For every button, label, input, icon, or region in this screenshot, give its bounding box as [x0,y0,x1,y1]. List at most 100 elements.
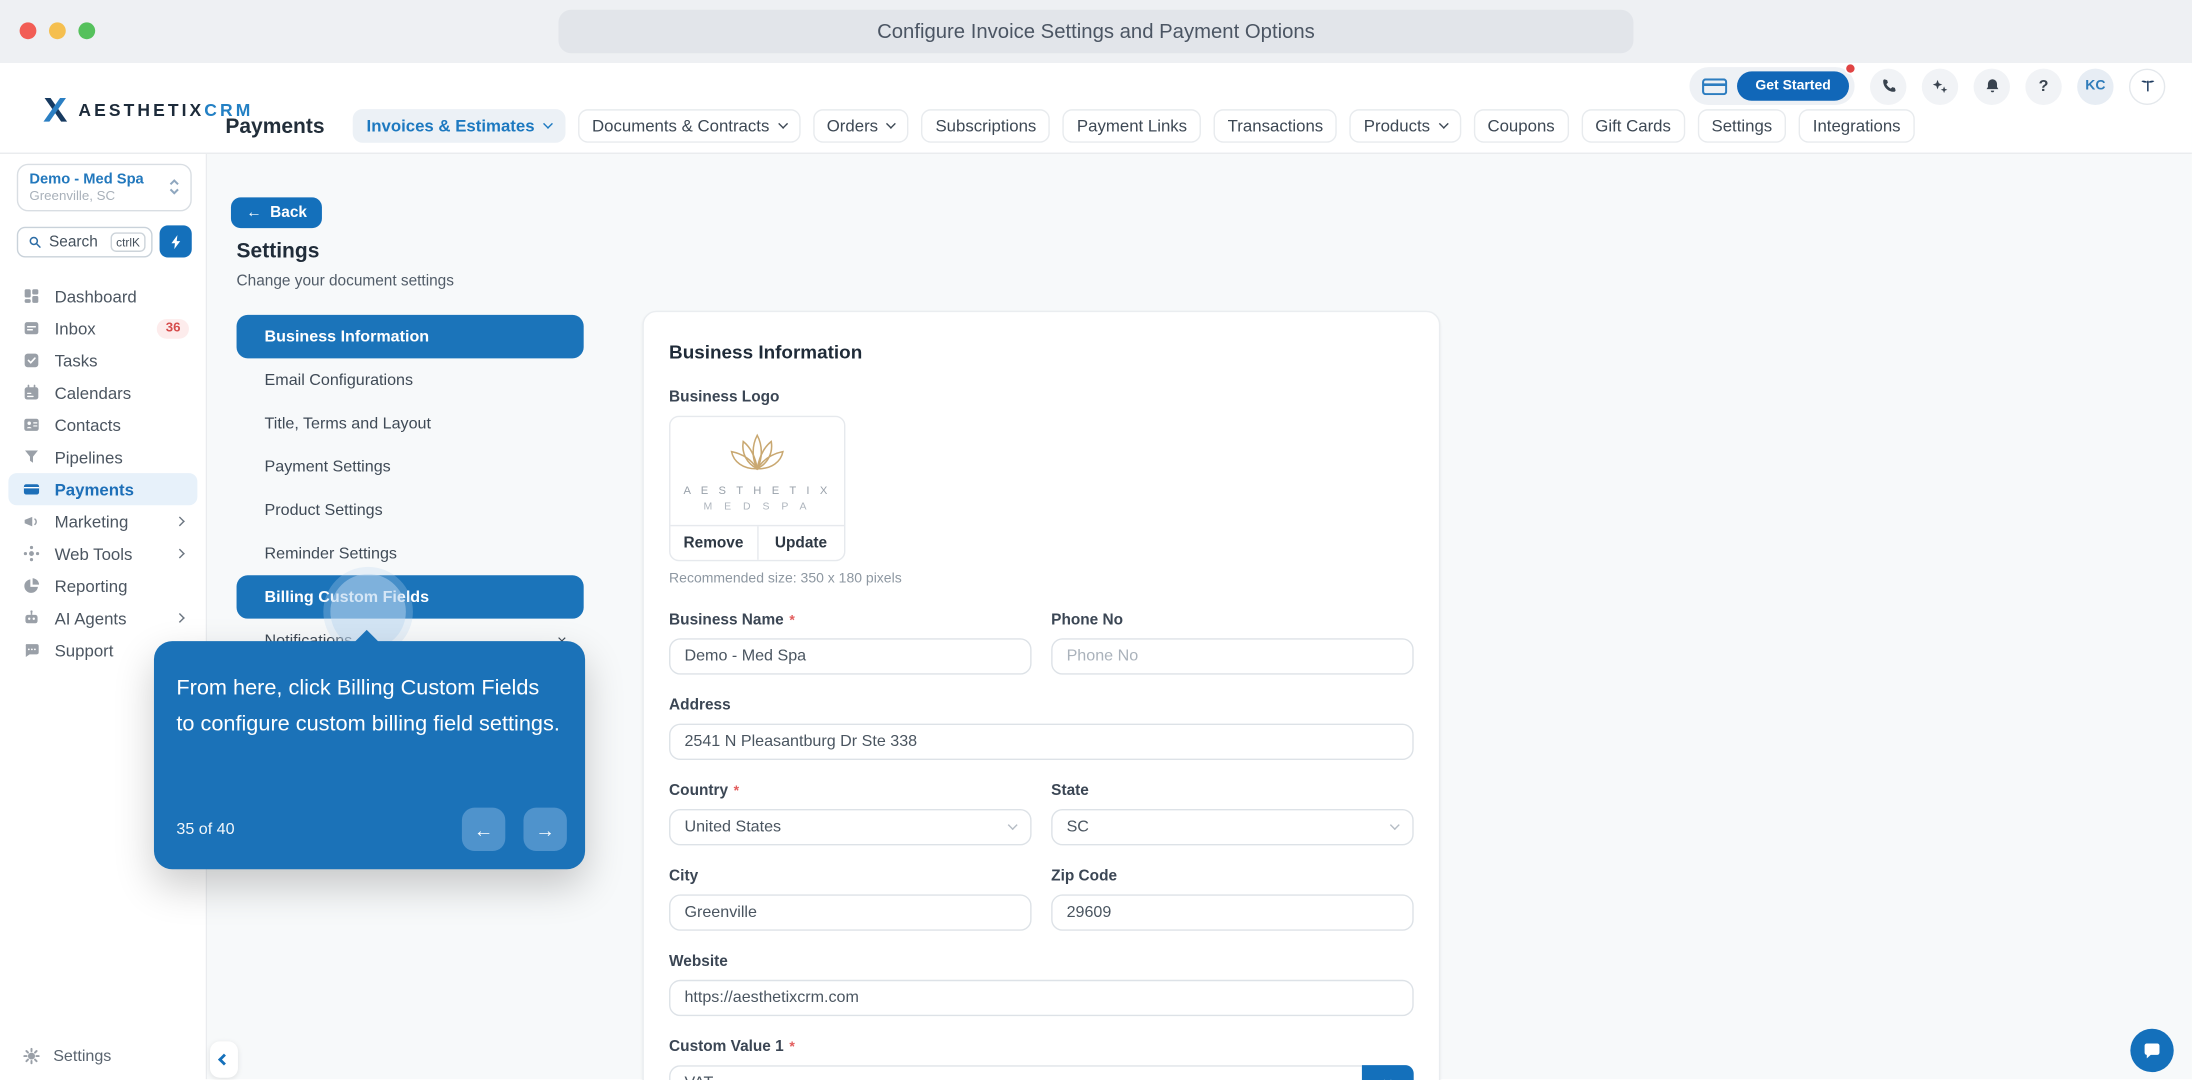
zip-label: Zip Code [1051,867,1118,885]
nav-tab-orders[interactable]: Orders [812,109,909,143]
header-actions: Get Started ? KC [1689,62,2166,105]
sidebar-item-calendars[interactable]: Calendars [8,377,197,409]
phone-label: Phone No [1051,611,1124,629]
unread-count-badge: 36 [157,318,189,339]
sidebar-item-tasks[interactable]: Tasks [8,345,197,377]
sidebar-item-label: Contacts [54,415,121,435]
tour-text: From here, click Billing Custom Fields t… [176,676,560,736]
update-logo-button[interactable]: Update [774,534,828,552]
search-box[interactable]: ctrlK [16,226,153,258]
nav-tab-payment-links[interactable]: Payment Links [1062,109,1202,143]
sidebar-item-ai-agents[interactable]: AI Agents [8,602,197,634]
notifications-bell-button[interactable] [1973,67,2010,105]
settings-tab-business-information[interactable]: Business Information [236,314,584,359]
brand-name: AESTHETIXCRM [78,100,254,120]
custom-value-1-select[interactable]: VAT [669,1065,1362,1080]
chevron-down-icon [542,118,553,129]
sidebar-item-marketing[interactable]: Marketing [8,506,197,538]
chevron-left-icon [218,1053,230,1066]
sidebar-collapse-button[interactable] [209,1041,238,1078]
nav-tab-settings[interactable]: Settings [1697,109,1787,143]
workspace-name: Demo - Med Spa [29,170,144,188]
tour-next-button[interactable]: → [523,807,567,852]
custom-value-1-row: VAT × [669,1065,1414,1080]
sidebar-item-support[interactable]: Support [8,634,197,666]
tooltip-arrow [354,629,380,643]
workspace-location: Greenville, SC [29,189,116,205]
required-asterisk: * [789,613,795,629]
nav-tab-products[interactable]: Products [1349,109,1461,143]
account-logo-avatar[interactable] [2128,67,2166,105]
address-input[interactable] [669,723,1414,761]
nav-tab-coupons[interactable]: Coupons [1473,109,1569,143]
brand-logo[interactable]: AESTHETIXCRM [41,97,254,122]
sidebar-item-contacts[interactable]: Contacts [8,409,197,441]
sidebar-item-reporting[interactable]: Reporting [8,570,197,602]
settings-tab-billing-custom-fields[interactable]: Billing Custom Fields [236,575,584,619]
nav-tab-invoices-estimates[interactable]: Invoices & Estimates [352,109,566,143]
settings-tab-reminder-settings[interactable]: Reminder Settings [264,545,397,562]
sidebar-item-settings[interactable]: Settings [22,1047,111,1065]
close-window-button[interactable] [19,22,37,40]
sidebar-item-payments[interactable]: Payments [8,473,198,506]
sparkles-button[interactable] [1921,67,1959,105]
nav-tab-subscriptions[interactable]: Subscriptions [921,109,1051,143]
page-subtitle: Change your document settings [236,272,454,290]
sidebar-item-inbox[interactable]: Inbox 36 [8,312,197,344]
custom-value-1-label: Custom Value 1 * [669,1038,795,1056]
sidebar-item-label: Inbox [54,318,96,339]
zoom-window-button[interactable] [78,22,96,40]
chevron-down-icon [1389,820,1400,831]
workspace-selector[interactable]: Demo - Med Spa Greenville, SC [16,163,192,212]
nav-tab-integrations[interactable]: Integrations [1798,109,1915,143]
nav-tab-gift-cards[interactable]: Gift Cards [1581,109,1685,143]
sidebar-item-label: Support [54,640,114,661]
settings-tab-product-settings[interactable]: Product Settings [264,501,383,519]
nav-section-title: Payments [225,114,325,138]
search-shortcut-badge: ctrlK [110,231,146,252]
minimize-window-button[interactable] [48,22,66,40]
logo-actions: Remove Update [670,524,845,560]
zip-input[interactable] [1051,894,1414,931]
user-avatar[interactable]: KC [2077,67,2114,105]
calendar-icon [22,384,40,402]
remove-logo-button[interactable]: Remove [670,526,758,560]
get-started-button[interactable]: Get Started [1737,71,1850,101]
settings-tab-payment-settings[interactable]: Payment Settings [264,458,391,476]
business-name-input[interactable] [669,638,1032,675]
country-label: Country * [669,782,740,800]
phone-input[interactable] [1051,638,1414,675]
nav-tab-documents-contracts[interactable]: Documents & Contracts [577,109,801,143]
chevron-down-icon [886,118,897,129]
back-button[interactable]: ← Back [230,197,323,229]
sidebar-item-pipelines[interactable]: Pipelines [8,441,197,473]
search-icon [28,235,42,249]
settings-tab-email-configurations[interactable]: Email Configurations [264,371,414,389]
help-button[interactable]: ? [2025,67,2062,105]
sidebar-item-dashboard[interactable]: Dashboard [8,280,197,312]
nav-tab-transactions[interactable]: Transactions [1213,109,1338,143]
quick-actions-button[interactable] [159,225,192,258]
country-select[interactable]: United States [669,809,1032,846]
tour-prev-button[interactable]: ← [461,807,506,852]
sidebar-item-label: Payments [54,479,134,500]
app-header: AESTHETIXCRM Get Started [0,62,2192,154]
search-input[interactable] [48,233,104,251]
sidebar-item-label: Marketing [54,511,129,532]
window-title: Configure Invoice Settings and Payment O… [558,9,1634,54]
phone-button[interactable] [1869,67,1907,105]
logo-size-hint: Recommended size: 350 x 180 pixels [669,571,902,587]
main-content: ← Back Settings Change your document set… [207,153,2192,1080]
close-icon[interactable]: × [557,631,567,651]
chat-widget-button[interactable] [2130,1028,2174,1073]
city-input[interactable] [669,894,1032,931]
card-title: Business Information [669,341,863,363]
web-tools-icon [22,545,40,563]
settings-tab-title-terms-and-layout[interactable]: Title, Terms and Layout [264,415,431,432]
notification-dot [1844,62,1857,75]
state-select[interactable]: SC [1051,809,1414,846]
website-input[interactable] [669,979,1414,1017]
clear-custom-value-button[interactable]: × [1361,1065,1414,1080]
sidebar-item-web-tools[interactable]: Web Tools [8,538,197,570]
